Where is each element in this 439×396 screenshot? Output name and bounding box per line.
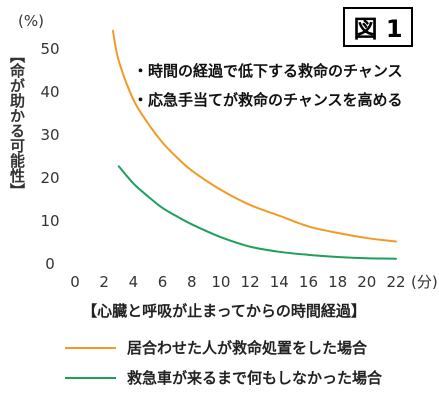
figure-label: 図 1 <box>353 15 402 43</box>
x-tick-label: 18 <box>328 273 347 291</box>
x-tick-labels: 0 2 4 6 8 10 12 14 16 18 20 22 <box>70 273 405 291</box>
figure-label-box <box>343 7 413 47</box>
x-tick-label: 10 <box>211 273 230 291</box>
x-tick-label: 22 <box>386 273 405 291</box>
y-tick-label: 50 <box>40 40 59 58</box>
series-line-bystander-care <box>111 29 397 243</box>
x-tick-label: 14 <box>270 273 289 291</box>
x-unit-label: (分) <box>411 273 438 291</box>
annotation-2: ・応急手当てが救命のチャンスを高める <box>133 91 403 109</box>
legend: 居合わせた人が救命処置をした場合 救急車が来るまで何もしなかった場合 <box>65 339 383 387</box>
y-axis-label: 【命が助かる可能性】 <box>8 48 26 198</box>
x-tick-label: 0 <box>70 273 80 291</box>
series-lines <box>111 29 397 260</box>
x-tick-label: 12 <box>241 273 260 291</box>
x-tick-label: 6 <box>158 273 168 291</box>
x-axis-label: 【心臓と呼吸が止まってからの時間経過】 <box>82 302 366 320</box>
y-tick-label: 30 <box>40 126 59 144</box>
series-line-no-action <box>117 165 397 260</box>
y-tick-label: 40 <box>40 83 59 101</box>
x-tick-label: 16 <box>299 273 318 291</box>
x-tick-label: 4 <box>129 273 139 291</box>
y-tick-label: 20 <box>40 169 59 187</box>
x-tick-label: 20 <box>357 273 376 291</box>
x-tick-label: 2 <box>99 273 109 291</box>
legend-label-green: 救急車が来るまで何もしなかった場合 <box>127 369 383 387</box>
annotation-1: ・時間の経過で低下する救命のチャンス <box>133 62 403 80</box>
y-tick-label: 10 <box>40 212 59 230</box>
y-unit-label: (%) <box>18 12 44 30</box>
y-tick-labels: 0 10 20 30 40 50 <box>40 40 59 273</box>
legend-label-orange: 居合わせた人が救命処置をした場合 <box>127 339 368 357</box>
x-tick-label: 8 <box>187 273 197 291</box>
y-tick-label: 0 <box>45 255 55 273</box>
